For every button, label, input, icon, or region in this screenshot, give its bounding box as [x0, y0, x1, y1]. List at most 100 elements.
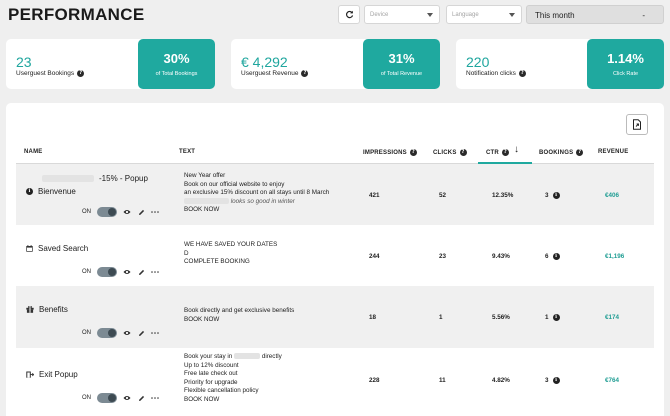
row-text: Book directly and get exclusive benefits…: [184, 307, 294, 324]
kpi-percent-label: Click Rate: [612, 71, 639, 77]
text-line: Book on our official website to enjoy: [184, 180, 285, 188]
column-header-clicks[interactable]: CLICKS?: [433, 149, 467, 156]
clicks-value: 52: [439, 192, 447, 199]
header-divider: [16, 163, 654, 164]
export-button[interactable]: [626, 114, 648, 135]
help-icon[interactable]: ?: [576, 149, 584, 156]
kpi-percent: 31%: [388, 51, 415, 66]
help-icon[interactable]: ?: [77, 70, 85, 77]
row-text: WE HAVE SAVED YOUR DATES D COMPLETE BOOK…: [184, 241, 277, 267]
help-icon[interactable]: ?: [409, 149, 417, 156]
eye-icon[interactable]: [123, 394, 131, 402]
column-header-revenue: REVENUE: [598, 149, 628, 155]
column-header-label: IMPRESSIONS: [363, 149, 407, 156]
page-header: PERFORMANCE Device Language This month -: [0, 0, 670, 32]
row-text: Book your stay in directly Up to 12% dis…: [184, 353, 282, 405]
redacted-text: [184, 198, 229, 205]
column-header-bookings[interactable]: BOOKINGS?: [539, 149, 584, 156]
more-icon[interactable]: [151, 394, 159, 402]
text-line: Book directly and get exclusive benefits: [184, 307, 295, 314]
impressions-value: 244: [369, 253, 380, 260]
active-toggle[interactable]: [97, 267, 117, 277]
row-text: New Year offer Book on our official webs…: [184, 172, 329, 215]
kpi-card-bookings: 23 Userguest Bookings ? 30% of Total Boo…: [6, 39, 215, 89]
kpi-percent-label: of Total Revenue: [380, 71, 423, 77]
sort-desc-icon[interactable]: ↓: [514, 144, 519, 155]
kpi-percent: 30%: [163, 51, 190, 66]
calendar-icon: [26, 245, 33, 252]
row-name: -15% - Popup: [42, 174, 148, 183]
eye-icon[interactable]: [123, 268, 131, 276]
impressions-value: 18: [369, 314, 377, 321]
status-label: ON: [82, 209, 91, 215]
export-icon: [633, 119, 641, 130]
table-row: Benefits ON Book directly and get exclus…: [16, 286, 654, 348]
language-select-placeholder: Language: [452, 12, 479, 18]
kpi-percent: 1.14%: [607, 51, 644, 66]
pencil-icon[interactable]: [137, 329, 145, 337]
redacted-text: [234, 353, 261, 360]
info-icon[interactable]: i: [552, 192, 560, 199]
table-row: Exit Popup ON Book your stay in directly…: [16, 348, 654, 416]
column-header-impressions[interactable]: IMPRESSIONS?: [363, 149, 417, 156]
eye-icon[interactable]: [123, 208, 131, 216]
table-row: Saved Search ON WE HAVE SAVED YOUR DATES…: [16, 225, 654, 286]
device-select-placeholder: Device: [370, 12, 389, 18]
more-icon[interactable]: [151, 268, 159, 276]
bookings-value: 6: [545, 253, 549, 260]
row-name-second-line: i Bienvenue: [26, 187, 76, 196]
help-icon[interactable]: ?: [501, 149, 509, 156]
impressions-value: 228: [369, 377, 380, 384]
row-controls: ON: [82, 328, 159, 338]
kpi-label: Userguest Revenue ?: [241, 70, 309, 77]
pencil-icon[interactable]: [137, 268, 145, 276]
language-select[interactable]: Language: [446, 5, 522, 24]
text-line: BOOK NOW: [184, 315, 220, 323]
info-icon[interactable]: i: [552, 314, 560, 321]
help-icon[interactable]: ?: [459, 149, 467, 156]
pencil-icon[interactable]: [137, 208, 145, 216]
pencil-icon[interactable]: [137, 394, 145, 402]
status-label: ON: [82, 269, 91, 275]
column-header-ctr[interactable]: CTR?: [486, 149, 509, 156]
row-name: Saved Search: [26, 244, 88, 253]
revenue-value: €406: [605, 192, 620, 199]
info-icon[interactable]: i: [552, 253, 560, 260]
ctr-value: 5.56%: [492, 314, 510, 321]
row-controls: ON: [82, 207, 159, 217]
active-toggle[interactable]: [97, 393, 117, 403]
eye-icon[interactable]: [123, 329, 131, 337]
refresh-button[interactable]: [338, 5, 360, 24]
info-icon[interactable]: i: [552, 377, 560, 384]
period-select[interactable]: This month -: [526, 5, 664, 24]
help-icon[interactable]: ?: [301, 70, 309, 77]
more-icon[interactable]: [151, 208, 159, 216]
bookings-value: 3: [545, 377, 549, 384]
row-controls: ON: [82, 267, 159, 277]
kpi-label: Notification clicks ?: [466, 70, 526, 77]
clicks-value: 11: [439, 377, 446, 384]
kpi-label-text: Notification clicks: [466, 70, 516, 77]
bookings-value: 3: [545, 192, 549, 199]
bookings-cell: 6 i: [545, 253, 560, 260]
device-select[interactable]: Device: [364, 5, 440, 24]
chevron-down-icon: [509, 13, 515, 17]
text-line: Book your stay in directly: [184, 353, 282, 362]
row-name-text: Benefits: [39, 305, 68, 314]
active-toggle[interactable]: [97, 207, 117, 217]
active-toggle[interactable]: [97, 328, 117, 338]
text-line: Priority for upgrade: [184, 378, 238, 386]
help-icon[interactable]: ?: [518, 70, 526, 77]
text-line: New Year offer: [184, 172, 226, 179]
clicks-value: 23: [439, 253, 447, 260]
kpi-card-revenue: € 4,292 Userguest Revenue ? 31% of Total…: [231, 39, 440, 89]
kpi-value: 220: [466, 54, 490, 70]
more-icon[interactable]: [151, 329, 159, 337]
row-name: Benefits: [26, 305, 68, 314]
info-icon[interactable]: i: [26, 188, 33, 195]
text-line: Free late check out: [184, 370, 238, 378]
page-title: PERFORMANCE: [8, 5, 145, 24]
kpi-label: Userguest Bookings ?: [16, 70, 85, 77]
text-line: WE HAVE SAVED YOUR DATES: [184, 241, 278, 248]
text-line: D: [184, 249, 189, 257]
